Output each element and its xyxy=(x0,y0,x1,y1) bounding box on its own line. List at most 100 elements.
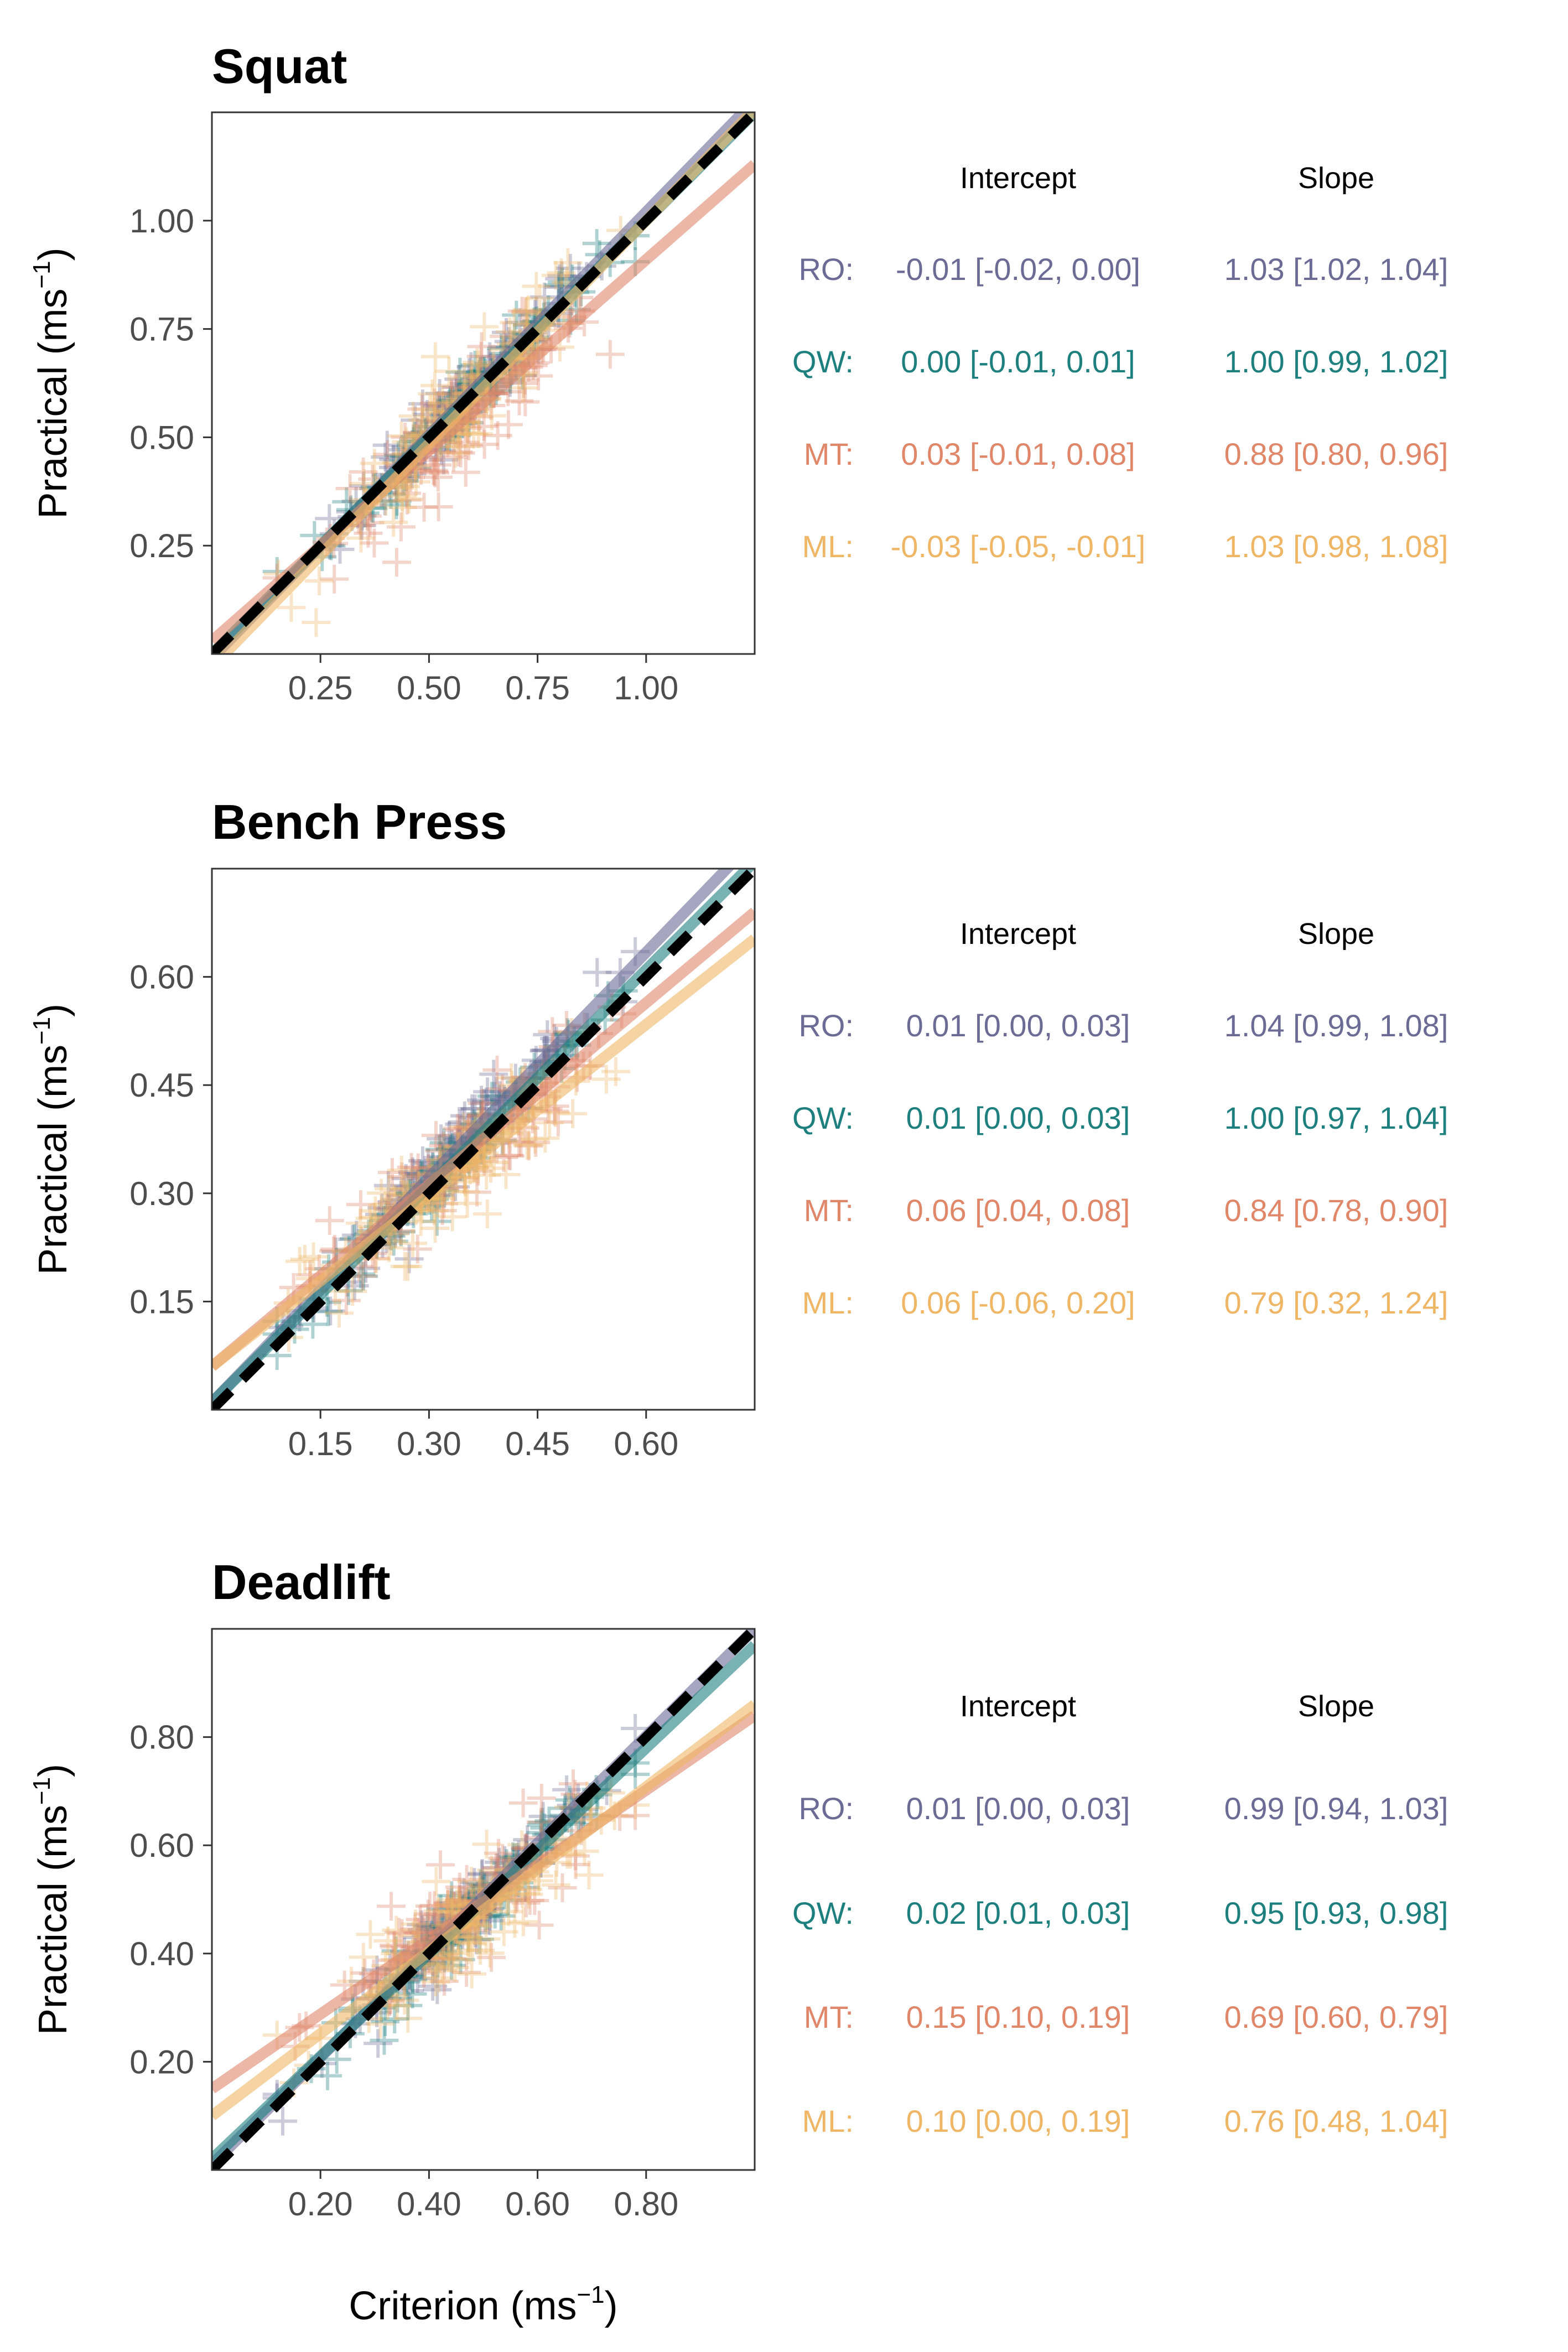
intercept-value: 0.00 [-0.01, 0.01] xyxy=(901,344,1135,379)
data-point xyxy=(349,1261,378,1291)
data-point xyxy=(507,297,537,326)
data-point xyxy=(528,1801,558,1831)
data-point xyxy=(268,2106,298,2136)
data-point xyxy=(372,430,402,460)
data-point xyxy=(454,432,484,461)
data-point xyxy=(420,1891,449,1920)
data-point xyxy=(382,1991,412,2021)
data-point xyxy=(426,1850,455,1879)
data-point xyxy=(429,445,458,475)
data-point xyxy=(422,450,451,480)
data-point xyxy=(393,1252,423,1281)
data-point xyxy=(416,1892,445,1921)
data-point xyxy=(361,1196,390,1226)
row-label-qw: QW: xyxy=(792,344,854,379)
data-point xyxy=(373,1171,403,1200)
x-tick-label: 0.50 xyxy=(397,669,461,707)
y-tick-label: 0.25 xyxy=(129,527,194,564)
data-point xyxy=(449,1878,479,1908)
data-point xyxy=(437,1951,466,1980)
regression-line-ml xyxy=(212,1700,755,2121)
data-point xyxy=(570,1836,599,1866)
data-point xyxy=(479,1060,508,1089)
data-point xyxy=(373,1926,403,1955)
data-point xyxy=(397,1152,426,1182)
slope-value: 0.95 [0.93, 0.98] xyxy=(1224,1896,1448,1930)
data-point xyxy=(450,428,480,457)
data-point xyxy=(421,1121,450,1150)
data-point xyxy=(460,1094,490,1124)
data-point xyxy=(439,1939,468,1968)
data-point xyxy=(390,1986,419,2015)
slope-value: 0.79 [0.32, 1.24] xyxy=(1224,1285,1448,1320)
data-point xyxy=(393,2004,423,2033)
data-point xyxy=(541,1098,570,1127)
data-point xyxy=(467,1860,496,1889)
data-point xyxy=(445,357,475,387)
data-point xyxy=(434,1121,464,1150)
x-tick-label: 0.60 xyxy=(614,1425,678,1462)
data-point xyxy=(451,458,480,487)
data-point xyxy=(461,1918,490,1948)
data-point xyxy=(444,437,473,466)
data-point xyxy=(424,1964,454,1993)
data-point xyxy=(314,1297,343,1326)
row-label-ro: RO: xyxy=(798,252,854,287)
slope-value: 0.76 [0.48, 1.04] xyxy=(1224,2104,1448,2138)
data-point xyxy=(423,1948,453,1977)
row-label-ro: RO: xyxy=(798,1791,854,1826)
x-tick-label: 0.60 xyxy=(505,2185,570,2223)
data-point xyxy=(621,1714,650,1743)
data-point xyxy=(511,297,540,326)
slope-value: 0.99 [0.94, 1.03] xyxy=(1224,1791,1448,1826)
data-point xyxy=(315,504,344,533)
data-point xyxy=(479,1148,508,1177)
intercept-value: 0.01 [0.00, 0.03] xyxy=(906,1100,1130,1135)
x-tick-label: 0.15 xyxy=(288,1425,353,1462)
data-point xyxy=(416,394,445,424)
data-point xyxy=(470,312,499,341)
data-point xyxy=(338,1276,367,1306)
data-point xyxy=(433,1890,463,1919)
data-point xyxy=(548,1873,577,1902)
data-point xyxy=(420,371,450,400)
data-point xyxy=(398,402,428,431)
data-point xyxy=(398,1159,428,1188)
data-point xyxy=(403,1153,433,1182)
data-point xyxy=(387,421,416,450)
data-point xyxy=(464,419,493,449)
data-point xyxy=(452,1865,481,1894)
data-point xyxy=(455,358,484,387)
data-point xyxy=(489,1143,518,1172)
data-point xyxy=(335,474,365,503)
data-point xyxy=(387,1155,416,1185)
data-point xyxy=(522,272,551,301)
data-point xyxy=(433,1888,463,1917)
data-point xyxy=(451,1177,480,1206)
data-point xyxy=(426,1894,455,1924)
intercept-value: -0.03 [-0.05, -0.01] xyxy=(891,529,1146,564)
slope-value: 0.84 [0.78, 0.90] xyxy=(1224,1193,1448,1228)
data-point xyxy=(346,1208,375,1238)
x-tick-label: 1.00 xyxy=(614,669,678,707)
data-point xyxy=(420,1213,450,1243)
y-tick-label: 1.00 xyxy=(129,203,194,240)
data-point xyxy=(471,1924,501,1954)
data-point xyxy=(420,1954,449,1984)
panel-deadlift: Deadlift 0.20 0.40 0.60 0.80 0.20 0.40 0.60 0.80… xyxy=(28,1555,1448,2328)
data-point xyxy=(423,1975,452,2005)
data-point xyxy=(379,508,408,537)
data-point xyxy=(387,482,417,511)
y-tick-label: 0.60 xyxy=(129,1827,194,1864)
data-point xyxy=(437,378,466,408)
data-point xyxy=(511,1888,541,1918)
data-point xyxy=(406,1905,435,1934)
data-point xyxy=(520,1886,549,1915)
data-point xyxy=(408,389,437,418)
data-point xyxy=(495,1141,525,1171)
data-point xyxy=(472,1830,501,1859)
slope-value: 1.00 [0.99, 1.02] xyxy=(1224,344,1448,379)
table-header-intercept: Intercept xyxy=(960,1690,1076,1723)
data-point xyxy=(486,1901,516,1930)
